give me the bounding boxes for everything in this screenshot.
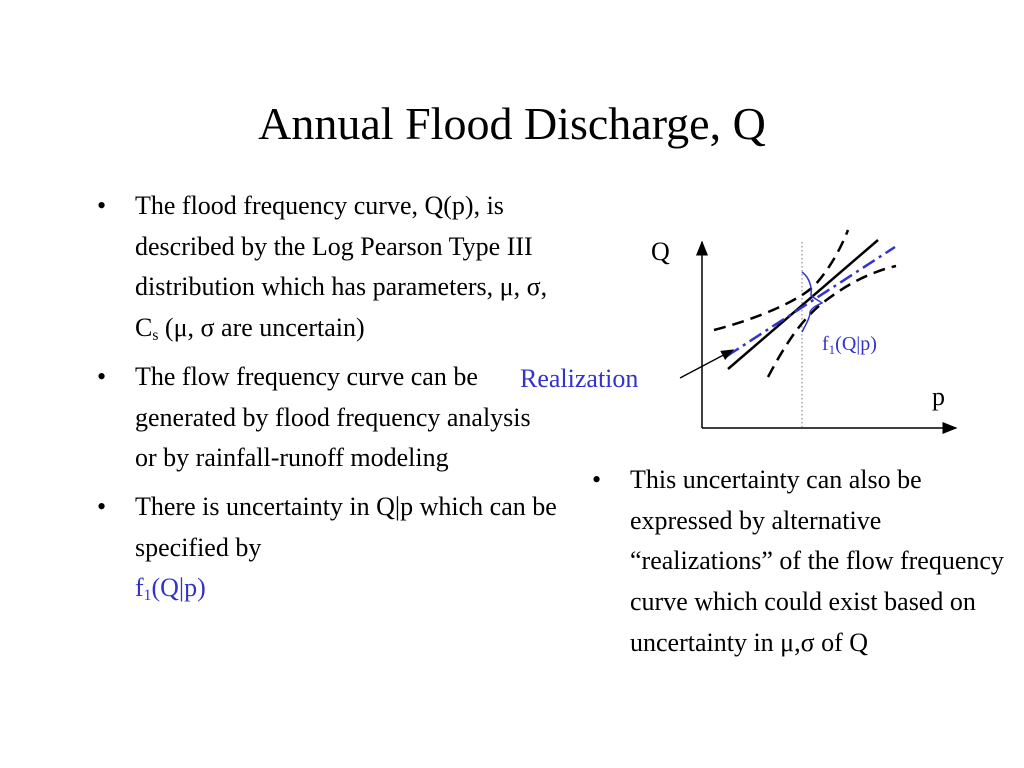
bullet-dot: • [97,491,107,521]
density-curve [801,271,824,333]
left-bullet-list: • The flood frequency curve, Q(p), is de… [97,186,557,617]
x-axis-label: p [932,382,945,411]
y-axis-label: Q [651,237,670,266]
bullet-text-4: This uncertainty can also be expressed b… [630,465,1004,657]
bullet-item-1: • The flood frequency curve, Q(p), is de… [97,186,557,349]
density-label: f1(Q|p) [822,333,877,357]
flood-frequency-curve [727,239,879,370]
bullet-text-2: The flow frequency curve can be generate… [135,361,531,473]
realization-leader-arrow [679,349,735,379]
bullet-text-1: The flood frequency curve, Q(p), is desc… [135,191,548,344]
slide-title: Annual Flood Discharge, Q [258,98,766,149]
bullet-item-2: • The flow frequency curve can be genera… [97,357,557,479]
realization-label: Realization [520,364,638,393]
bullet-text-3: There is uncertainty in Q|p which can be… [135,491,557,605]
realization-curve [726,245,896,358]
bullet-item-3: • There is uncertainty in Q|p which can … [97,487,557,609]
bullet-dot: • [97,191,107,220]
lower-confidence-bound [766,264,897,378]
density-function-term: f1(Q|p) [135,573,206,605]
bullet-item-4: • This uncertainty can also be expressed… [592,460,1022,664]
right-bullet-list: • This uncertainty can also be expressed… [592,460,1022,672]
flood-frequency-diagram: Q p Realization f1(Q|p) [520,229,958,434]
upper-confidence-bound [713,229,850,332]
bullet-dot: • [97,361,107,391]
bullet-dot: • [592,465,602,494]
